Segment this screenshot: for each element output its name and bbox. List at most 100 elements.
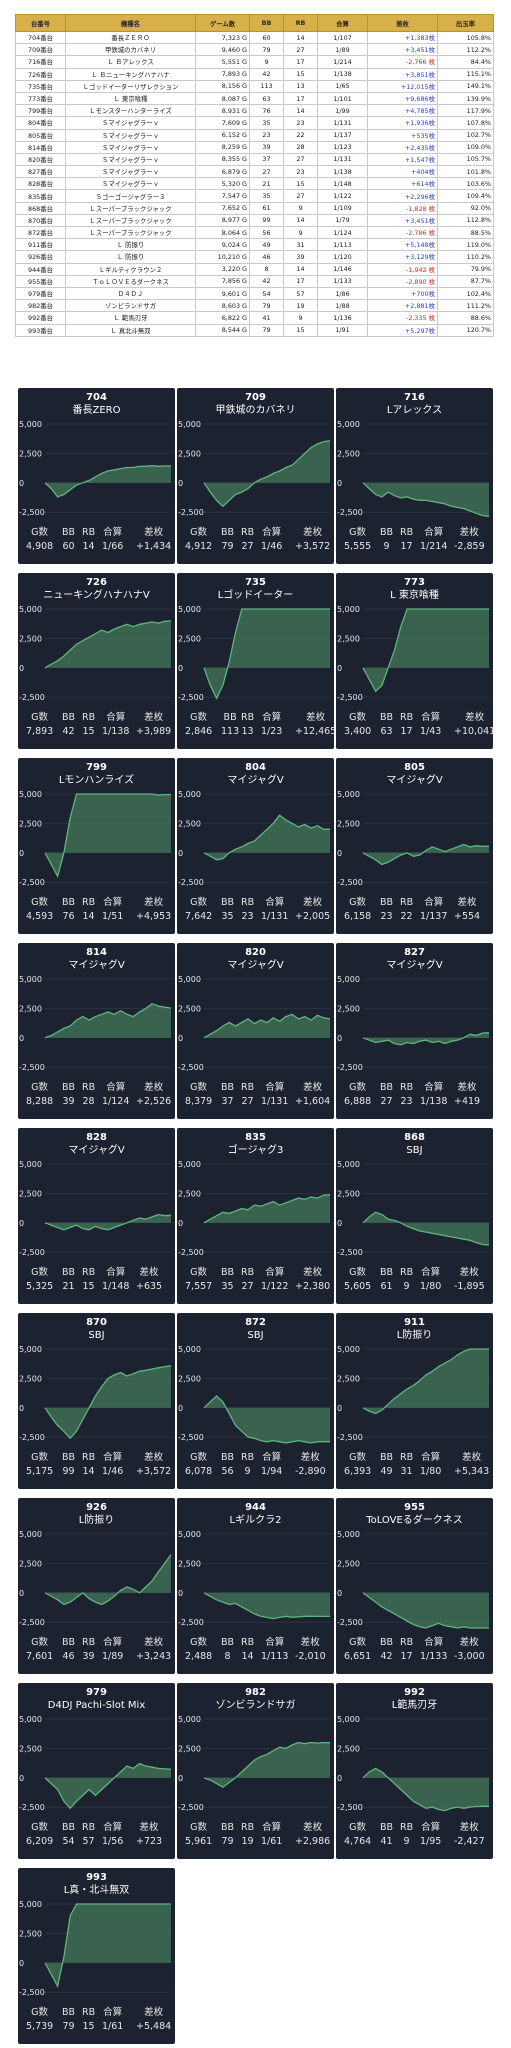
stat-label: 合算 (265, 1637, 285, 1648)
stat-label: BB (221, 1637, 235, 1648)
y-tick-label: 0 (178, 479, 183, 488)
y-tick-label: 5,000 (337, 605, 360, 614)
stat-1: BB 113 (221, 711, 239, 739)
y-tick-label: 2,500 (19, 1189, 42, 1198)
y-tick-label: 0 (19, 1404, 24, 1413)
stat-3: 合算 1/43 (420, 711, 441, 739)
stat-value: 17 (400, 726, 413, 737)
stat-0: G数 8,379 (185, 1081, 212, 1109)
stat-label: 合算 (262, 527, 282, 538)
stat-value: 1/56 (102, 1836, 124, 1847)
machine-number: 735 (245, 577, 266, 588)
stat-3: 合算 1/137 (420, 896, 447, 924)
stat-label: 合算 (106, 712, 126, 723)
stat-label: RB (400, 1267, 414, 1278)
machine-name: マイジャグV (386, 775, 443, 786)
card-header: 804 マイジャグV (177, 761, 334, 788)
y-tick-label: 5,000 (178, 1715, 201, 1724)
y-tick-label: 0 (178, 664, 183, 673)
y-tick-label: 2,500 (337, 1004, 360, 1013)
y-tick-label: 0 (178, 849, 183, 858)
machine-name: ニューキングハナハナV (43, 590, 150, 601)
stat-value: 76 (62, 911, 75, 922)
card-header: 799 Lモンハンライズ (18, 761, 175, 788)
stat-label: 合算 (421, 1452, 441, 1463)
stat-label: BB (62, 712, 76, 723)
stat-2: RB 17 (400, 711, 413, 739)
machine-chart-card: 982 ゾンビランドサガ 5,000 2,500 0 -2,500 G数 5,961 BB 79 R… (177, 1683, 334, 1859)
stat-value: +723 (136, 1836, 163, 1847)
area-chart: 5,000 2,500 0 -2,500 (178, 605, 330, 702)
stat-label: RB (82, 1267, 96, 1278)
stat-label: 差枚 (144, 897, 164, 908)
stat-4: 差枚 +2,005 (295, 896, 330, 924)
stat-value: 6,651 (344, 1651, 372, 1662)
machine-chart-card: 773 L 東京喰種 5,000 2,500 0 -2,500 G数 3,400 BB 63 RB 1… (336, 573, 495, 749)
area-chart: 5,000 2,500 0 -2,500 (337, 1345, 489, 1442)
card-header: 955 ToLOVEるダークネス (336, 1501, 493, 1528)
stat-value: 56 (221, 1466, 234, 1477)
y-tick-label: -2,500 (178, 1618, 204, 1627)
stat-label: 合算 (265, 1267, 285, 1278)
stat-label: BB (62, 1267, 76, 1278)
machine-name: マイジャグV (68, 960, 125, 971)
y-tick-label: 0 (337, 849, 342, 858)
y-tick-label: -2,500 (19, 1618, 45, 1627)
stat-value: 1/66 (102, 541, 124, 552)
stat-2: RB 57 (82, 1821, 95, 1849)
stat-value: 1/46 (102, 1466, 124, 1477)
stat-4: 差枚 -2,010 (295, 1636, 326, 1664)
stat-3: 合算 1/124 (102, 1081, 129, 1109)
y-tick-label: -2,500 (178, 508, 204, 517)
stat-value: 13 (241, 726, 254, 737)
stat-value: 9 (403, 1281, 410, 1292)
table-header-cell: 機種名 (65, 14, 196, 32)
stat-4: 差枚 +4,953 (136, 896, 171, 924)
stat-3: 合算 1/61 (102, 2006, 123, 2034)
area-chart: 5,000 2,500 0 -2,500 (337, 790, 490, 887)
machine-number: 979 (86, 1687, 107, 1698)
stat-label: BB (62, 1822, 76, 1833)
stat-value: 4,912 (185, 541, 213, 552)
stat-label: 合算 (424, 1082, 444, 1093)
stat-4: 差枚 +12,465 (295, 711, 336, 739)
machine-number: 773 (404, 577, 425, 588)
series-area (363, 482, 489, 517)
series-line (203, 1395, 330, 1444)
stat-label: G数 (31, 2007, 49, 2018)
series-line (362, 608, 489, 693)
stat-value: +3,572 (136, 1466, 172, 1477)
machine-number: 982 (245, 1687, 266, 1698)
stat-label: G数 (349, 1822, 367, 1833)
stat-3: 合算 1/89 (102, 1636, 123, 1664)
card-header: 982 ゾンビランドサガ (177, 1686, 334, 1713)
machine-name: L真・北斗無双 (63, 1885, 130, 1896)
stat-label: 差枚 (459, 1267, 479, 1278)
card-header: 872 SBJ (177, 1316, 334, 1343)
stat-label: 差枚 (300, 1452, 320, 1463)
stat-0: G数 4,764 (344, 1821, 371, 1849)
stat-value: 27 (380, 1096, 393, 1107)
machine-name: マイジャグV (386, 960, 443, 971)
stat-4: 差枚 +635 (136, 1266, 162, 1294)
stat-label: G数 (31, 1267, 49, 1278)
stat-label: 差枚 (144, 1637, 164, 1648)
stat-value: 113 (221, 726, 240, 737)
stat-value: 1/131 (261, 1096, 289, 1107)
series-area (204, 815, 330, 860)
machine-chart-card: 814 マイジャグV 5,000 2,500 0 -2,500 G数 8,288 BB 39 RB 2… (18, 943, 175, 1119)
series-line (362, 1592, 489, 1629)
stat-value: 1/43 (420, 726, 442, 737)
card-header: 820 マイジャグV (177, 946, 334, 973)
y-tick-label: 2,500 (178, 1004, 201, 1013)
machine-chart-card: 944 Lギルクラ2 5,000 2,500 0 -2,500 G数 2,488 BB 8 RB 14… (177, 1498, 334, 1674)
machine-number: 828 (86, 1132, 107, 1143)
y-tick-label: 2,500 (19, 1929, 42, 1938)
area-chart: 5,000 2,500 0 -2,500 (19, 790, 171, 887)
y-tick-label: 2,500 (19, 1744, 42, 1753)
stat-0: G数 6,158 (344, 896, 371, 924)
machine-number: 804 (245, 762, 266, 773)
stat-label: RB (241, 527, 255, 538)
stat-value: 1/214 (420, 541, 448, 552)
stat-value: 1/23 (261, 726, 283, 737)
